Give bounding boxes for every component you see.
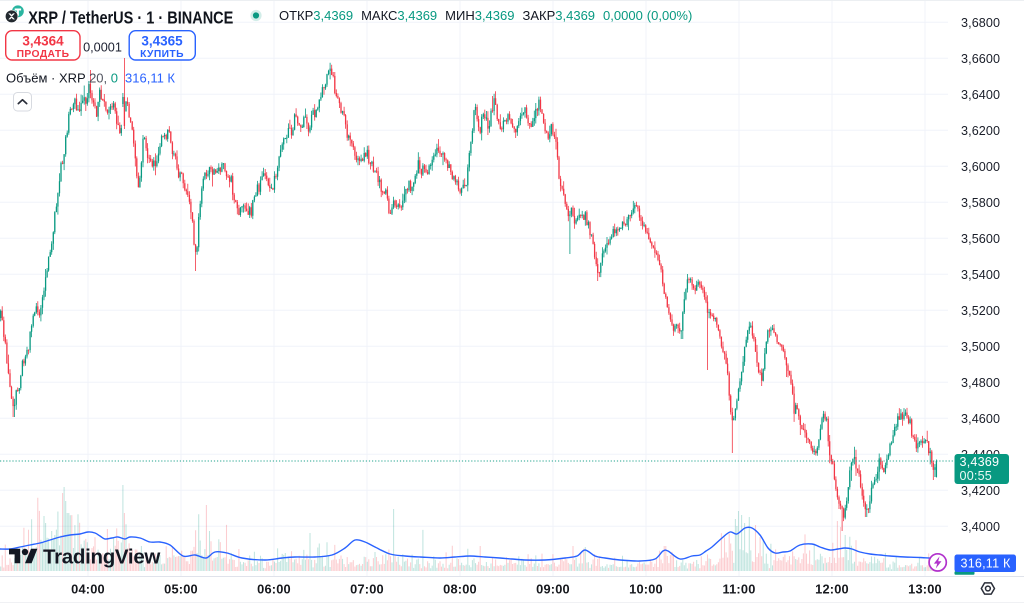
svg-text:XRP / TetherUS · 1 · BINANCE: XRP / TetherUS · 1 · BINANCE: [28, 8, 233, 28]
svg-text:TradingView: TradingView: [43, 545, 160, 568]
svg-text:3,4369: 3,4369: [960, 455, 1000, 469]
svg-text:11:00: 11:00: [722, 582, 755, 597]
svg-text:3,5400: 3,5400: [961, 268, 1000, 282]
svg-text:316,11 К: 316,11 К: [960, 557, 1010, 571]
svg-text:3,5600: 3,5600: [961, 232, 1000, 246]
svg-text:3,4200: 3,4200: [961, 484, 1000, 498]
svg-text:09:00: 09:00: [536, 582, 570, 597]
svg-text:07:00: 07:00: [350, 582, 384, 597]
svg-text:3,5200: 3,5200: [961, 304, 1000, 318]
svg-text:10:00: 10:00: [629, 582, 663, 597]
svg-text:3,6000: 3,6000: [961, 160, 1000, 174]
svg-text:3,4800: 3,4800: [961, 376, 1000, 390]
svg-text:0,0001: 0,0001: [83, 40, 122, 54]
svg-text:3,4600: 3,4600: [961, 412, 1000, 426]
svg-text:КУПИТЬ: КУПИТЬ: [140, 49, 184, 60]
svg-text:04:00: 04:00: [71, 582, 105, 597]
svg-text:3,5800: 3,5800: [961, 196, 1000, 210]
svg-text:3,6400: 3,6400: [961, 88, 1000, 102]
svg-text:ПРОДАТЬ: ПРОДАТЬ: [17, 49, 70, 60]
svg-text:05:00: 05:00: [164, 582, 198, 597]
svg-text:3,6800: 3,6800: [961, 16, 1000, 30]
svg-text:3,5000: 3,5000: [961, 340, 1000, 354]
svg-text:3,4000: 3,4000: [961, 520, 1000, 534]
svg-text:08:00: 08:00: [443, 582, 477, 597]
svg-text:3,4364: 3,4364: [22, 34, 64, 49]
svg-text:3,6600: 3,6600: [961, 52, 1000, 66]
svg-text:3,4365: 3,4365: [141, 34, 183, 49]
svg-text:12:00: 12:00: [815, 582, 849, 597]
svg-text:13:00: 13:00: [908, 582, 942, 597]
svg-text:06:00: 06:00: [257, 582, 291, 597]
svg-text:00:55: 00:55: [960, 469, 993, 483]
svg-text:3,6200: 3,6200: [961, 124, 1000, 138]
